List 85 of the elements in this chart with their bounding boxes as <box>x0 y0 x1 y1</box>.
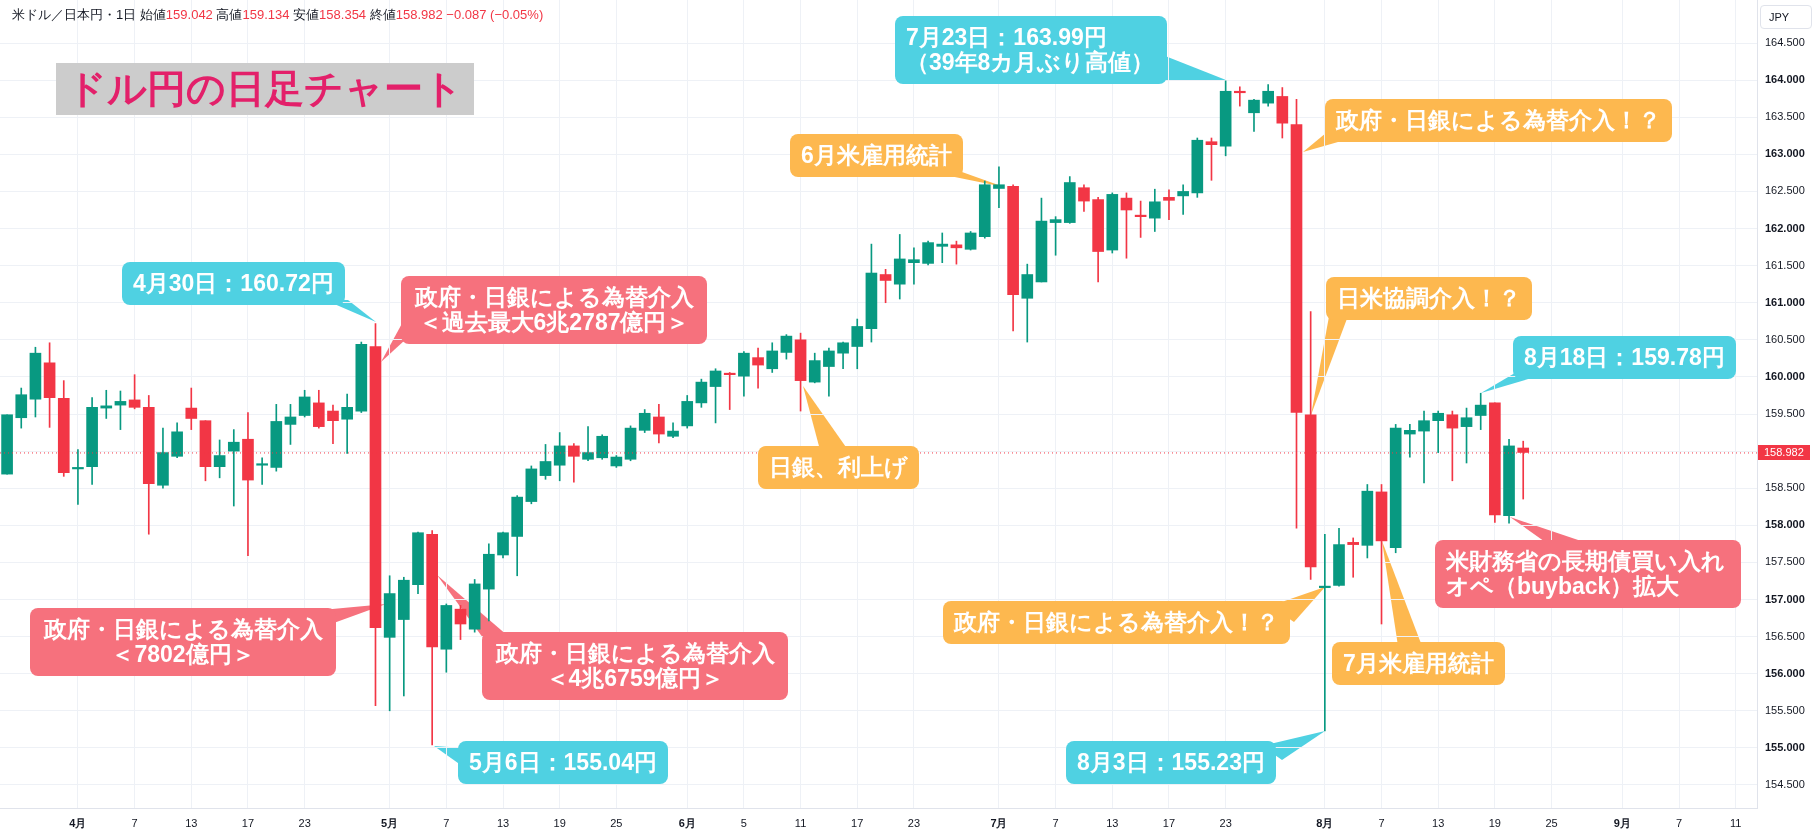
y-tick-label: 157.500 <box>1765 555 1805 568</box>
y-tick-label: 156.500 <box>1765 629 1805 642</box>
x-tick-label: 7月 <box>990 816 1008 829</box>
candlestick <box>1163 189 1175 220</box>
x-tick-label: 9月 <box>1613 816 1631 829</box>
x-tick-label: 7 <box>1676 816 1683 829</box>
candlestick <box>908 247 920 285</box>
candlestick <box>993 166 1005 209</box>
candlestick <box>936 232 949 263</box>
y-tick-label: 158.500 <box>1765 481 1805 494</box>
x-tick-label: 11 <box>1730 816 1742 829</box>
candlestick <box>1177 184 1189 215</box>
candlestick <box>1319 533 1331 732</box>
x-tick-label: 5 <box>740 816 747 829</box>
x-tick-label: 8月 <box>1316 816 1334 829</box>
y-tick-label: 154.500 <box>1765 778 1805 791</box>
y-tick-label: 158.000 <box>1765 518 1805 531</box>
x-tick-label: 13 <box>1432 816 1445 829</box>
annotation: 8月3日：155.23円 <box>1066 741 1276 784</box>
x-tick-label: 17 <box>1162 816 1176 829</box>
candlestick <box>1432 410 1445 453</box>
annotation: 6月米雇用統計 <box>790 134 963 177</box>
annotation: 5月6日：155.04円 <box>458 741 668 784</box>
annotation: 日米協調介入！？ <box>1326 277 1532 320</box>
x-tick-label: 17 <box>241 816 255 829</box>
x-tick-label: 7 <box>1378 816 1385 829</box>
annotation: 7月米雇用統計 <box>1332 642 1505 685</box>
y-tick-label: 161.500 <box>1765 258 1805 271</box>
candlestick <box>1404 424 1416 458</box>
y-tick-label: 163.500 <box>1765 110 1805 123</box>
annotation: 政府・日銀による為替介入！？ <box>1325 99 1672 142</box>
candlestick <box>256 457 268 485</box>
annotation: 政府・日銀による為替介入！？ <box>943 601 1290 644</box>
x-tick-label: 23 <box>298 816 311 829</box>
x-tick-label: 7 <box>131 816 138 829</box>
y-tick-label: 160.500 <box>1765 332 1805 345</box>
x-tick-label: 23 <box>907 816 921 829</box>
annotation: 7月23日：163.99円（39年8カ月ぶり高値） <box>895 16 1167 84</box>
x-tick-label: 13 <box>1106 816 1119 829</box>
annotation: 政府・日銀による為替介入＜4兆6759億円＞ <box>482 632 788 700</box>
x-tick-label: 11 <box>794 816 807 829</box>
x-tick-label: 25 <box>610 816 623 829</box>
y-tick-label: 159.500 <box>1765 407 1805 420</box>
y-tick-label: 164.000 <box>1765 73 1805 86</box>
candlestick <box>1233 86 1246 107</box>
x-tick-label: 4月 <box>69 816 87 829</box>
x-tick-label: 19 <box>553 816 566 829</box>
annotation: 政府・日銀による為替介入＜過去最大6兆2787億円＞ <box>401 276 707 344</box>
annotation: 4月30日：160.72円 <box>122 262 345 305</box>
y-tick-label: 162.000 <box>1765 221 1805 234</box>
x-tick-label: 17 <box>851 816 864 829</box>
y-tick-label: 164.500 <box>1765 36 1805 49</box>
candlestick <box>72 449 84 505</box>
x-tick-label: 23 <box>1219 816 1232 829</box>
text: ドル円の日足チャート <box>56 63 474 115</box>
x-tick-label: 13 <box>185 816 198 829</box>
x-tick-label: 13 <box>496 816 510 829</box>
candlestick <box>723 372 736 410</box>
y-tick-label: 162.500 <box>1765 184 1805 197</box>
x-tick-label: 19 <box>1488 816 1501 829</box>
annotation: 政府・日銀による為替介入＜7802億円＞ <box>30 608 336 676</box>
candlestick <box>341 393 353 454</box>
y-tick-label: 155.000 <box>1765 740 1805 753</box>
ref-line-label: 158.982 <box>1758 444 1810 460</box>
annotation: 8月18日：159.78円 <box>1513 336 1736 379</box>
annotation: 米財務省の長期債買い入れオペ（buyback）拡大 <box>1435 540 1741 608</box>
y-axis-title: JPY <box>1760 5 1812 29</box>
x-tick-label: 5月 <box>381 816 399 829</box>
annotation: 日銀、利上げ <box>758 446 919 489</box>
y-tick-label: 161.000 <box>1765 295 1805 308</box>
y-tick-label: 160.000 <box>1765 369 1805 382</box>
x-tick-label: 7 <box>1052 816 1059 829</box>
candlestick <box>1347 537 1359 578</box>
x-tick-label: 25 <box>1545 816 1558 829</box>
y-tick-label: 156.000 <box>1765 666 1805 679</box>
y-tick-label: 157.000 <box>1765 592 1805 605</box>
y-tick-label: 155.500 <box>1765 703 1805 716</box>
text: 米ドル／日本円・1日 始値159.042 高値159.134 安値158.354 終値158.982 −0.087 (−0.05%) <box>12 7 544 22</box>
candlestick <box>1418 410 1430 484</box>
x-tick-label: 7 <box>443 816 450 829</box>
candlestick <box>227 429 240 507</box>
y-tick-label: 163.000 <box>1765 147 1805 160</box>
candlestick <box>752 347 764 389</box>
candlestick <box>582 426 594 462</box>
x-tick-label: 6月 <box>678 816 696 829</box>
